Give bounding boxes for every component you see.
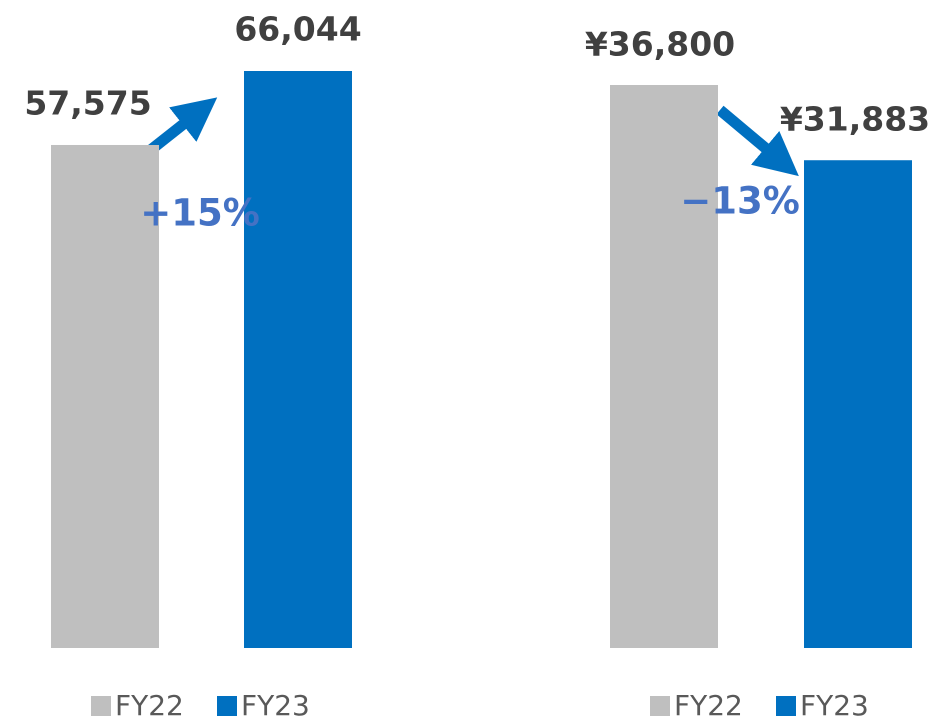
value-label: 66,044 bbox=[234, 10, 361, 49]
annotation: +15% bbox=[140, 192, 260, 235]
legend-label: FY23 bbox=[241, 689, 310, 720]
arrow-down bbox=[716, 105, 799, 177]
annotation: −13% bbox=[680, 180, 800, 223]
bar bbox=[610, 85, 718, 648]
bar bbox=[51, 144, 159, 648]
legend-swatch bbox=[776, 696, 796, 716]
bar bbox=[244, 71, 352, 648]
bar bbox=[804, 160, 912, 648]
legend-swatch bbox=[650, 696, 670, 716]
legend-label: FY22 bbox=[674, 689, 743, 720]
value-label: ¥36,800 bbox=[585, 25, 735, 64]
legend-swatch bbox=[217, 696, 237, 716]
legend-label: FY22 bbox=[115, 689, 184, 720]
value-label: 57,575 bbox=[24, 84, 151, 123]
legend-swatch bbox=[91, 696, 111, 716]
legend-label: FY23 bbox=[800, 689, 869, 720]
value-label: ¥31,883 bbox=[780, 100, 930, 139]
